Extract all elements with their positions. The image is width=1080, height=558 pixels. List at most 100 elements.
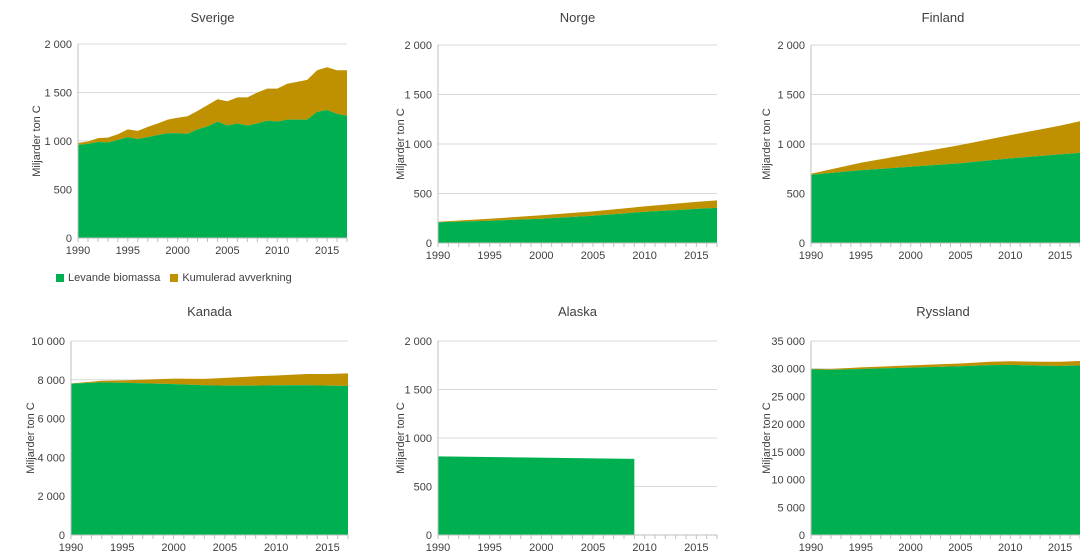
finland-title: Finland xyxy=(922,10,965,25)
norge-ytick-label: 500 xyxy=(414,189,432,201)
sverige-ytick-label: 2 000 xyxy=(44,39,72,51)
alaska-ytick-label: 1 500 xyxy=(404,385,432,397)
kanada-xtick-label: 2015 xyxy=(315,542,339,554)
sverige-xtick-label: 1990 xyxy=(66,245,90,257)
norge-ytick-label: 1 500 xyxy=(404,90,432,102)
alaska-xtick-label: 2005 xyxy=(581,542,605,554)
kanada-ytick-label: 2 000 xyxy=(37,491,65,503)
sverige-area-levande-biomassa xyxy=(78,109,347,239)
norge-xtick-label: 2010 xyxy=(632,250,656,262)
norge-xtick-label: 2015 xyxy=(684,250,708,262)
finland-area-levande-biomassa xyxy=(811,152,1080,243)
alaska-xtick-label: 1990 xyxy=(426,542,450,554)
ryssland-title: Ryssland xyxy=(916,304,969,319)
ryssland-ytick-label: 15 000 xyxy=(771,447,805,459)
sverige-xtick-label: 2000 xyxy=(165,245,189,257)
alaska-ytick-label: 500 xyxy=(414,482,432,494)
norge-xtick-label: 1990 xyxy=(426,250,450,262)
finland-xtick-label: 2015 xyxy=(1048,250,1072,262)
finland-xtick-label: 2000 xyxy=(898,250,922,262)
kanada-ytick-label: 0 xyxy=(59,530,65,542)
norge-ylabel: Miljarder ton C xyxy=(395,108,407,180)
kanada-ylabel: Miljarder ton C xyxy=(25,402,37,474)
finland-ytick-label: 2 000 xyxy=(777,40,805,52)
norge-xtick-label: 2000 xyxy=(529,250,553,262)
finland-ytick-label: 1 500 xyxy=(777,90,805,102)
norge-area-levande-biomassa xyxy=(438,207,717,243)
finland-ytick-label: 500 xyxy=(787,189,805,201)
kanada-area-levande-biomassa xyxy=(71,382,348,535)
ryssland-area-levande-biomassa xyxy=(811,364,1080,535)
alaska-title: Alaska xyxy=(558,304,598,319)
legend-label-levande: Levande biomassa xyxy=(68,272,161,284)
alaska-area-levande-biomassa xyxy=(438,456,635,535)
sverige-xtick-label: 2015 xyxy=(315,245,339,257)
finland-xtick-label: 2010 xyxy=(998,250,1022,262)
kanada-xtick-label: 2000 xyxy=(161,542,185,554)
norge-xtick-label: 1995 xyxy=(477,250,501,262)
kanada-xtick-label: 1990 xyxy=(59,542,83,554)
legend-item-kumulerad: Kumulerad avverkning xyxy=(170,272,292,284)
sverige-area-kumulerad-avverkning xyxy=(78,67,347,145)
alaska-xtick-label: 2015 xyxy=(684,542,708,554)
legend: Levande biomassa Kumulerad avverkning xyxy=(56,272,292,284)
kanada-title: Kanada xyxy=(187,304,233,319)
norge-ytick-label: 0 xyxy=(426,238,432,250)
finland-area-kumulerad-avverkning xyxy=(811,121,1080,175)
alaska-ylabel: Miljarder ton C xyxy=(395,402,407,474)
norge-ytick-label: 2 000 xyxy=(404,40,432,52)
kanada-xtick-label: 1995 xyxy=(110,542,134,554)
alaska-ytick-label: 1 000 xyxy=(404,433,432,445)
sverige-title: Sverige xyxy=(190,10,234,25)
ryssland-ytick-label: 10 000 xyxy=(771,475,805,487)
sverige-ytick-label: 1 000 xyxy=(44,136,72,148)
alaska-xtick-label: 2010 xyxy=(632,542,656,554)
ryssland-xtick-label: 1995 xyxy=(849,542,873,554)
finland-xtick-label: 2005 xyxy=(948,250,972,262)
ryssland-ytick-label: 20 000 xyxy=(771,419,805,431)
finland-xtick-label: 1995 xyxy=(849,250,873,262)
kanada-ytick-label: 8 000 xyxy=(37,375,65,387)
ryssland-ytick-label: 35 000 xyxy=(771,336,805,348)
ryssland-ytick-label: 25 000 xyxy=(771,391,805,403)
kanada-ytick-label: 4 000 xyxy=(37,452,65,464)
alaska-ytick-label: 0 xyxy=(426,530,432,542)
finland-ylabel: Miljarder ton C xyxy=(761,108,773,180)
ryssland-xtick-label: 2000 xyxy=(898,542,922,554)
sverige-xtick-label: 2010 xyxy=(265,245,289,257)
sverige-ytick-label: 500 xyxy=(54,185,72,197)
ryssland-xtick-label: 2010 xyxy=(998,542,1022,554)
kanada-ytick-label: 6 000 xyxy=(37,414,65,426)
legend-swatch-kumulerad xyxy=(170,274,179,282)
ryssland-ytick-label: 30 000 xyxy=(771,364,805,376)
ryssland-xtick-label: 2005 xyxy=(948,542,972,554)
finland-ytick-label: 0 xyxy=(799,238,805,250)
norge-area-kumulerad-avverkning xyxy=(438,200,717,223)
ryssland-xtick-label: 2015 xyxy=(1048,542,1072,554)
sverige-ylabel: Miljarder ton C xyxy=(31,105,43,177)
sverige-ytick-label: 1 500 xyxy=(44,88,72,100)
ryssland-ytick-label: 0 xyxy=(799,530,805,542)
kanada-xtick-label: 2010 xyxy=(264,542,288,554)
alaska-xtick-label: 1995 xyxy=(477,542,501,554)
alaska-xtick-label: 2000 xyxy=(529,542,553,554)
finland-ytick-label: 1 000 xyxy=(777,139,805,151)
alaska-ytick-label: 2 000 xyxy=(404,336,432,348)
kanada-area-kumulerad-avverkning xyxy=(71,373,348,387)
ryssland-area-kumulerad-avverkning xyxy=(811,360,1080,370)
sverige-xtick-label: 2005 xyxy=(215,245,239,257)
norge-xtick-label: 2005 xyxy=(581,250,605,262)
ryssland-ylabel: Miljarder ton C xyxy=(761,402,773,474)
sverige-xtick-label: 1995 xyxy=(116,245,140,257)
sverige-ytick-label: 0 xyxy=(66,233,72,245)
kanada-xtick-label: 2005 xyxy=(213,542,237,554)
finland-xtick-label: 1990 xyxy=(799,250,823,262)
legend-item-levande: Levande biomassa xyxy=(56,272,160,284)
kanada-ytick-label: 10 000 xyxy=(31,336,65,348)
legend-label-kumulerad: Kumulerad avverkning xyxy=(182,272,292,284)
legend-swatch-levande xyxy=(56,274,64,282)
ryssland-xtick-label: 1990 xyxy=(799,542,823,554)
norge-ytick-label: 1 000 xyxy=(404,139,432,151)
ryssland-ytick-label: 5 000 xyxy=(777,502,805,514)
